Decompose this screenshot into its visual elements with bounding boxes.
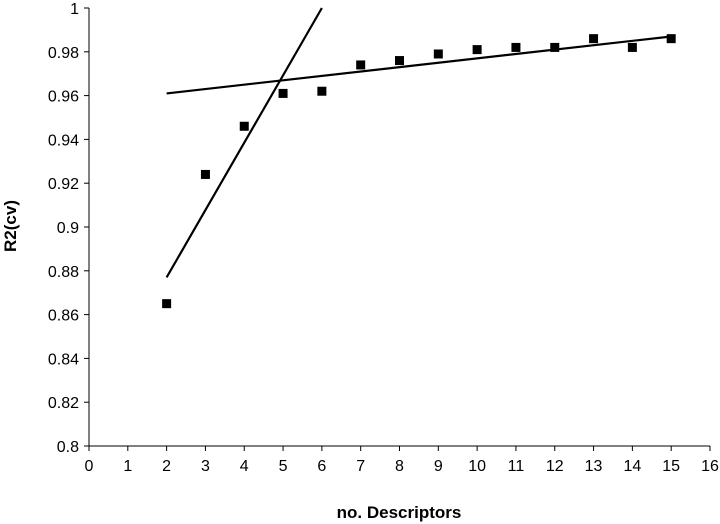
data-point <box>356 60 366 70</box>
x-tick-label: 14 <box>623 458 641 475</box>
x-tick-label: 12 <box>546 458 564 475</box>
y-tick-label: 1 <box>70 1 79 18</box>
y-tick-label: 0.92 <box>48 176 79 193</box>
data-point <box>239 121 249 131</box>
trend-lines <box>165 7 672 278</box>
x-tick-label: 10 <box>468 458 486 475</box>
data-point <box>472 45 482 55</box>
y-tick-label: 0.8 <box>57 439 79 456</box>
x-tick-label: 1 <box>123 458 132 475</box>
x-tick-label: 3 <box>201 458 210 475</box>
data-point <box>589 34 599 44</box>
y-tick-label: 0.82 <box>48 395 79 412</box>
x-tick-label: 7 <box>356 458 365 475</box>
ticks: 0.80.820.840.860.880.90.920.940.960.9810… <box>48 1 719 475</box>
x-tick-label: 5 <box>279 458 288 475</box>
trend-line <box>165 7 323 278</box>
y-tick-label: 0.9 <box>57 220 79 237</box>
trend-line <box>166 35 672 95</box>
data-point <box>200 169 210 179</box>
x-tick-label: 2 <box>162 458 171 475</box>
x-tick-label: 6 <box>317 458 326 475</box>
x-tick-label: 4 <box>240 458 249 475</box>
data-point <box>278 88 288 98</box>
y-axis-title: R2(cv) <box>1 200 20 252</box>
data-points <box>162 34 676 309</box>
data-point <box>550 42 560 52</box>
data-point <box>666 34 676 44</box>
data-point <box>433 49 443 59</box>
x-tick-label: 9 <box>434 458 443 475</box>
data-point <box>627 42 637 52</box>
data-point <box>395 56 404 66</box>
x-tick-label: 0 <box>85 458 94 475</box>
y-tick-label: 0.88 <box>48 264 79 281</box>
x-axis-title: no. Descriptors <box>337 503 462 522</box>
x-tick-label: 11 <box>508 458 525 475</box>
y-tick-label: 0.98 <box>48 45 79 62</box>
data-point <box>511 42 521 52</box>
x-tick-label: 15 <box>662 458 680 475</box>
data-point <box>162 299 172 309</box>
y-tick-label: 0.94 <box>48 132 79 149</box>
y-tick-label: 0.96 <box>48 89 79 106</box>
data-point <box>317 86 327 96</box>
y-tick-label: 0.86 <box>48 308 79 325</box>
x-tick-label: 8 <box>395 458 404 475</box>
axes <box>88 8 710 447</box>
y-tick-label: 0.84 <box>48 351 79 368</box>
x-tick-label: 13 <box>585 458 603 475</box>
x-tick-label: 16 <box>701 458 719 475</box>
